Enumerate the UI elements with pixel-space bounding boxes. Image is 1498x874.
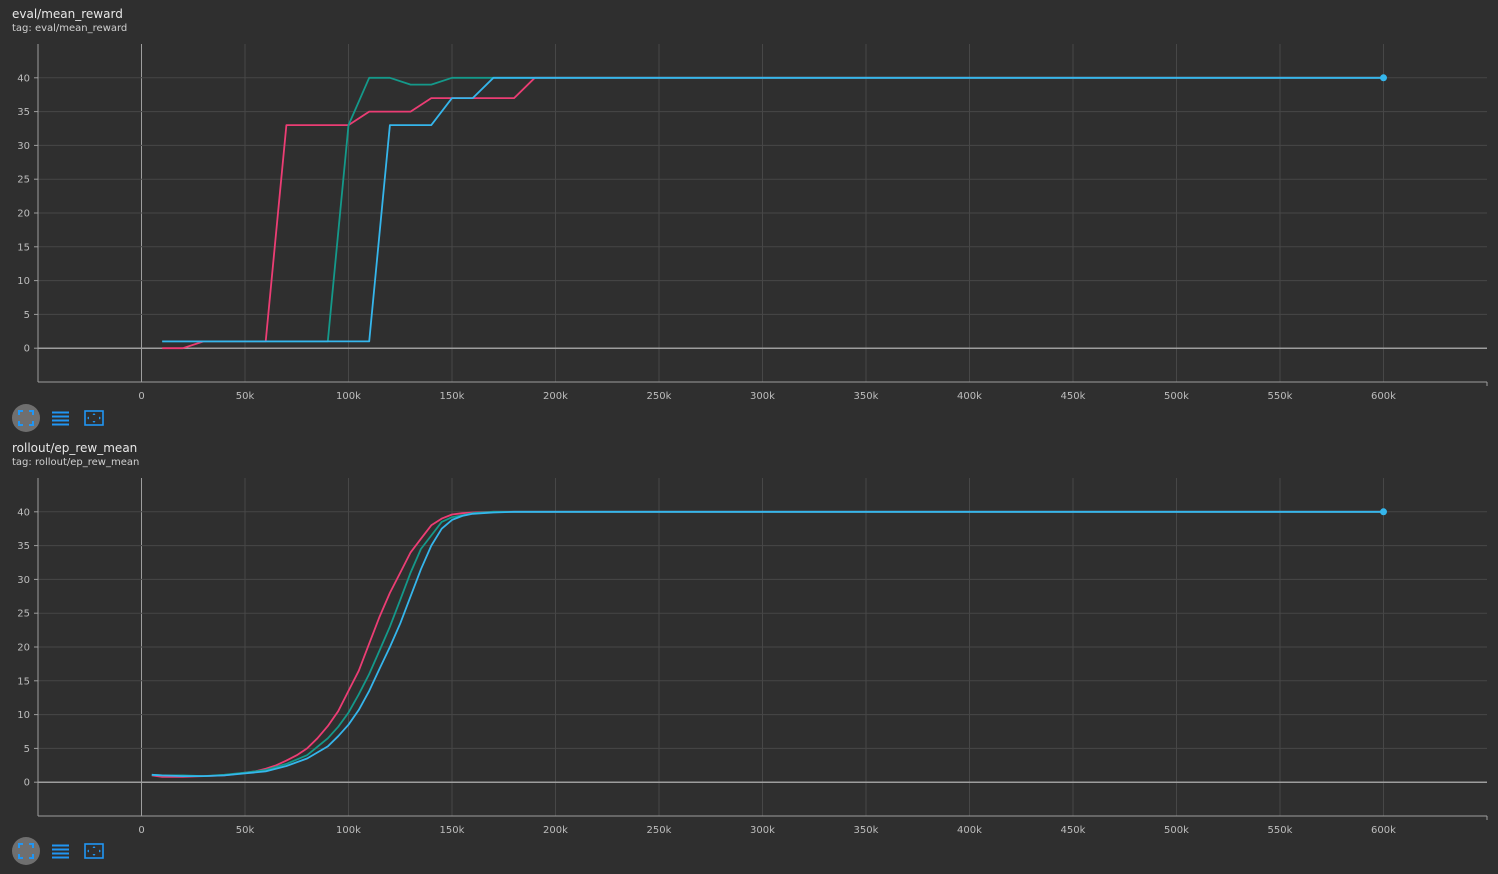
fit-domain-icon bbox=[18, 410, 34, 426]
x-tick-label: 250k bbox=[647, 391, 672, 402]
toggle-y-axis-zoom-button[interactable] bbox=[80, 837, 108, 865]
y-tick-label: 0 bbox=[24, 344, 30, 355]
y-tick-label: 35 bbox=[17, 541, 30, 552]
series-line-2[interactable] bbox=[162, 76, 1384, 343]
x-tick-label: 250k bbox=[647, 825, 672, 836]
y-tick-label: 10 bbox=[17, 710, 30, 721]
chart-card-rollout-ep-rew-mean: rollout/ep_rew_mean tag: rollout/ep_rew_… bbox=[0, 434, 1498, 874]
y-tick-label: 35 bbox=[17, 107, 30, 118]
x-tick-label: 150k bbox=[440, 391, 465, 402]
x-tick-label: 550k bbox=[1268, 825, 1293, 836]
x-tick-label: 300k bbox=[750, 391, 775, 402]
y-tick-label: 0 bbox=[24, 778, 30, 789]
log-scale-icon bbox=[51, 411, 69, 425]
series-end-marker bbox=[1380, 508, 1387, 516]
y-tick-label: 15 bbox=[17, 676, 30, 687]
log-scale-icon bbox=[51, 844, 69, 858]
y-tick-label: 25 bbox=[17, 609, 30, 620]
log-scale-button[interactable] bbox=[46, 404, 74, 432]
y-tick-label: 5 bbox=[24, 744, 30, 755]
x-tick-label: 100k bbox=[336, 825, 361, 836]
chart-title: rollout/ep_rew_mean bbox=[12, 441, 138, 455]
y-tick-label: 5 bbox=[24, 310, 30, 321]
line-chart[interactable]: 0 50k 100k 150k 200k 250k 300k 350k 400k 450k 500k… bbox=[0, 0, 1498, 405]
x-tick-label: 400k bbox=[957, 391, 982, 402]
x-tick-label: 0 bbox=[138, 391, 144, 402]
series-line-1[interactable] bbox=[151, 510, 1384, 778]
chart-title: eval/mean_reward bbox=[12, 7, 123, 21]
series-line-1[interactable] bbox=[162, 76, 1384, 343]
x-tick-label: 400k bbox=[957, 825, 982, 836]
x-tick-label: 50k bbox=[236, 391, 255, 402]
fit-domain-button[interactable] bbox=[12, 837, 40, 865]
x-tick-label: 450k bbox=[1061, 391, 1086, 402]
chart-card-eval-mean-reward: eval/mean_reward tag: eval/mean_reward 0… bbox=[0, 0, 1498, 435]
x-tick-label: 500k bbox=[1164, 825, 1189, 836]
fit-domain-button[interactable] bbox=[12, 404, 40, 432]
y-tick-label: 20 bbox=[17, 209, 30, 220]
line-chart[interactable]: 0 50k 100k 150k 200k 250k 300k 350k 400k 450k 500k… bbox=[0, 434, 1498, 839]
y-tick-label: 40 bbox=[17, 507, 30, 518]
y-tick-label: 15 bbox=[17, 242, 30, 253]
x-tick-label: 450k bbox=[1061, 825, 1086, 836]
y-tick-label: 30 bbox=[17, 141, 30, 152]
y-tick-label: 40 bbox=[17, 73, 30, 84]
x-tick-label: 200k bbox=[543, 825, 568, 836]
x-tick-label: 350k bbox=[854, 391, 879, 402]
x-tick-label: 550k bbox=[1268, 391, 1293, 402]
x-tick-label: 150k bbox=[440, 825, 465, 836]
toggle-y-axis-zoom-icon bbox=[84, 410, 104, 426]
x-tick-label: 0 bbox=[138, 825, 144, 836]
x-tick-label: 50k bbox=[236, 825, 255, 836]
toggle-y-axis-zoom-button[interactable] bbox=[80, 404, 108, 432]
y-tick-label: 25 bbox=[17, 175, 30, 186]
x-tick-label: 350k bbox=[854, 825, 879, 836]
x-tick-label: 600k bbox=[1371, 825, 1396, 836]
series-line-2[interactable] bbox=[151, 510, 1384, 778]
toggle-y-axis-zoom-icon bbox=[84, 843, 104, 859]
y-tick-label: 10 bbox=[17, 276, 30, 287]
chart-subtitle: tag: rollout/ep_rew_mean bbox=[12, 457, 140, 468]
series-end-marker bbox=[1380, 74, 1387, 82]
x-tick-label: 600k bbox=[1371, 391, 1396, 402]
fit-domain-icon bbox=[18, 843, 34, 859]
y-tick-label: 20 bbox=[17, 643, 30, 654]
log-scale-button[interactable] bbox=[46, 837, 74, 865]
x-tick-label: 300k bbox=[750, 825, 775, 836]
chart-subtitle: tag: eval/mean_reward bbox=[12, 23, 128, 34]
x-tick-label: 100k bbox=[336, 391, 361, 402]
x-tick-label: 500k bbox=[1164, 391, 1189, 402]
x-tick-label: 200k bbox=[543, 391, 568, 402]
y-tick-label: 30 bbox=[17, 575, 30, 586]
